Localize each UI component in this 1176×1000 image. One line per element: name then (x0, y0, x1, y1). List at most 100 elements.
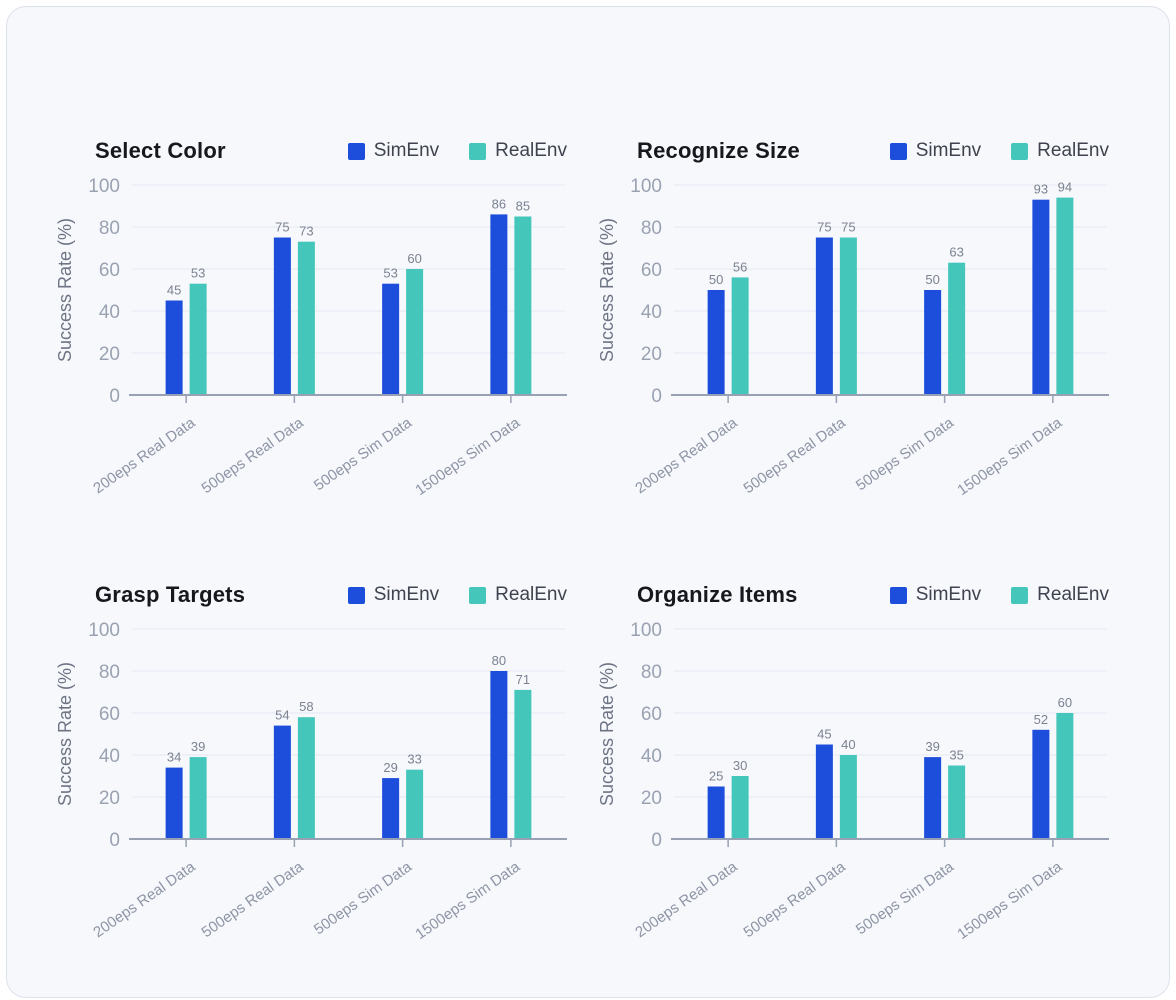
bar-simenv (165, 767, 183, 839)
bar-simenv (815, 744, 833, 839)
x-axis-label: 500eps Sim Data (311, 858, 416, 938)
legend-label: RealEnv (495, 140, 567, 161)
bar-realenv (297, 241, 315, 395)
realenv-swatch-icon (469, 586, 487, 604)
y-tick-label: 40 (641, 746, 662, 767)
bar-value-label: 25 (709, 769, 723, 784)
bar-value-label: 75 (841, 220, 855, 235)
bar-value-label: 30 (733, 758, 747, 773)
y-tick-label: 80 (641, 662, 662, 683)
bar-value-label: 53 (191, 266, 205, 281)
chart-header: Recognize Size SimEnv RealEnv (637, 133, 1109, 169)
legend-item-realenv[interactable]: RealEnv (1011, 584, 1109, 606)
legend: SimEnv RealEnv (347, 584, 567, 606)
realenv-swatch-icon (469, 142, 487, 160)
legend-label: SimEnv (373, 140, 440, 161)
bar-value-label: 71 (516, 672, 530, 687)
bar-chart-recognize-size: 0 20 40 60 80 100 Success Rate (%) 50 75 50 93 56 75… (597, 176, 1109, 499)
x-axis-label: 500eps Sim Data (853, 414, 958, 494)
legend-label: RealEnv (1037, 584, 1109, 605)
y-tick-label: 60 (641, 260, 662, 281)
x-axis-label: 500eps Real Data (741, 414, 850, 497)
bar-value-label: 50 (709, 272, 723, 287)
y-tick-label: 80 (641, 218, 662, 239)
bar-chart-grasp-targets: 0 20 40 60 80 100 Success Rate (%) 34 54 29 80 39 58… (55, 620, 567, 943)
y-tick-label: 40 (99, 302, 120, 323)
y-tick-label: 100 (630, 620, 662, 641)
y-tick-label: 60 (641, 704, 662, 725)
bar-realenv (731, 277, 749, 395)
legend-item-realenv[interactable]: RealEnv (469, 140, 567, 162)
y-axis-title: Success Rate (%) (55, 218, 75, 362)
bar-value-label: 75 (817, 220, 831, 235)
bar-value-label: 39 (191, 739, 205, 754)
chart-cell-organize-items: Organize Items SimEnv RealEnv 0 20 40 60 80 1… (589, 577, 1131, 949)
chart-grid: Select Color SimEnv RealEnv 0 20 40 60 80 100… (47, 133, 1133, 949)
x-axis-label: 1500eps Sim Data (954, 858, 1065, 943)
simenv-swatch-icon (889, 142, 907, 160)
bar-simenv (1032, 199, 1050, 395)
legend-label: SimEnv (915, 584, 982, 605)
bar-value-label: 39 (925, 739, 939, 754)
legend-item-simenv[interactable]: SimEnv (347, 140, 440, 162)
chart-cell-grasp-targets: Grasp Targets SimEnv RealEnv 0 20 40 60 80 10… (47, 577, 589, 949)
bar-simenv (707, 786, 725, 839)
bar-realenv (514, 689, 532, 839)
bar-realenv (189, 757, 207, 839)
legend-item-simenv[interactable]: SimEnv (347, 584, 439, 606)
bar-value-label: 63 (949, 245, 963, 260)
legend-item-realenv[interactable]: RealEnv (1011, 140, 1109, 162)
chart-header: Select Color SimEnv RealEnv (95, 133, 567, 169)
bar-simenv (165, 300, 183, 395)
x-axis-label: 200eps Real Data (632, 858, 741, 941)
bar-value-label: 53 (383, 266, 397, 281)
bar-chart-organize-items: 0 20 40 60 80 100 Success Rate (%) 25 45 39 52 30 40… (597, 620, 1109, 943)
bar-value-label: 40 (841, 737, 855, 752)
y-tick-label: 40 (641, 302, 662, 323)
y-tick-label: 0 (109, 830, 120, 851)
x-axis-label: 500eps Real Data (199, 858, 308, 941)
bar-simenv (490, 214, 508, 395)
bar-realenv (948, 765, 966, 839)
bar-simenv (273, 725, 291, 839)
y-tick-label: 0 (651, 830, 662, 851)
bar-realenv (1056, 197, 1074, 395)
x-axis-label: 500eps Sim Data (311, 414, 416, 494)
bar-simenv (707, 290, 725, 395)
y-tick-label: 80 (99, 662, 120, 683)
realenv-swatch-icon (1011, 142, 1029, 160)
y-tick-label: 100 (630, 176, 662, 197)
bar-value-label: 52 (1034, 712, 1048, 727)
bar-value-label: 50 (925, 272, 939, 287)
bar-realenv (1056, 713, 1074, 839)
y-tick-label: 20 (99, 788, 120, 809)
legend-item-realenv[interactable]: RealEnv (469, 584, 567, 606)
bar-realenv (189, 283, 207, 395)
chart-header: Organize Items SimEnv RealEnv (637, 577, 1109, 613)
bar-value-label: 75 (275, 220, 289, 235)
x-axis-label: 200eps Real Data (90, 858, 199, 941)
bar-simenv (382, 283, 400, 395)
bar-value-label: 73 (299, 224, 313, 239)
y-tick-label: 20 (641, 344, 662, 365)
x-axis-label: 200eps Real Data (90, 414, 199, 497)
x-axis-label: 500eps Real Data (741, 858, 850, 941)
chart-title: Organize Items (637, 582, 798, 607)
bar-value-label: 33 (407, 752, 421, 767)
bar-realenv (514, 216, 532, 395)
legend-item-simenv[interactable]: SimEnv (889, 140, 981, 162)
bar-value-label: 86 (492, 196, 506, 211)
y-tick-label: 0 (651, 386, 662, 407)
x-axis-label: 500eps Sim Data (853, 858, 958, 938)
legend-label: RealEnv (495, 584, 567, 605)
bar-realenv (948, 262, 966, 395)
realenv-swatch-icon (1011, 586, 1029, 604)
y-tick-label: 60 (99, 704, 120, 725)
simenv-swatch-icon (347, 142, 365, 160)
bar-value-label: 45 (817, 727, 831, 742)
bar-simenv (815, 237, 833, 395)
chart-cell-select-color: Select Color SimEnv RealEnv 0 20 40 60 80 100… (47, 133, 589, 505)
y-tick-label: 0 (109, 386, 120, 407)
legend-item-simenv[interactable]: SimEnv (889, 584, 982, 606)
y-axis-title: Success Rate (%) (597, 662, 617, 806)
